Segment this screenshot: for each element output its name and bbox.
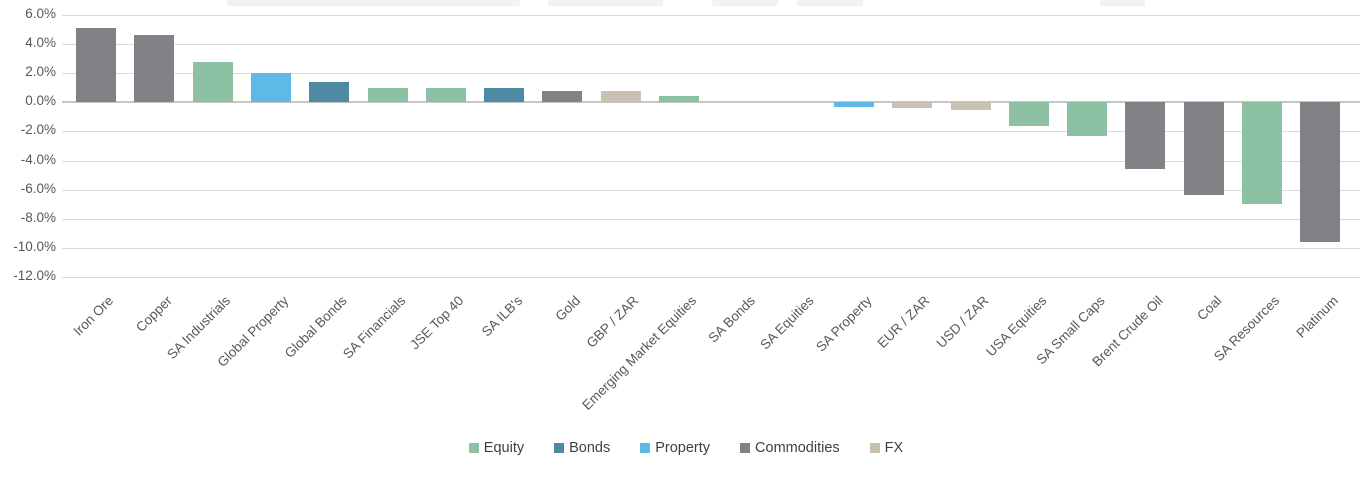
cropped-toolbar-chip [797, 0, 863, 6]
legend-item-commodities[interactable]: Commodities [740, 440, 840, 456]
bar-iron-ore[interactable] [76, 28, 116, 103]
gridline [62, 218, 1360, 220]
gridline [62, 131, 1360, 133]
y-axis-tick-label: 2.0% [25, 64, 56, 80]
legend-marker-property [640, 443, 651, 453]
bar-jse-top-40[interactable] [425, 87, 466, 103]
gridline [62, 15, 1360, 16]
cropped-toolbar-chip [227, 0, 520, 6]
bar-sa-property[interactable] [833, 102, 874, 107]
bar-sa-resources[interactable] [1242, 102, 1282, 205]
x-axis-zero-line [62, 101, 1360, 104]
x-axis-label: SA ILB's [478, 293, 525, 340]
x-axis-label: SA Equities [756, 293, 817, 353]
bar-gbp-zar[interactable] [600, 90, 641, 103]
bar-coal[interactable] [1183, 102, 1224, 196]
gridline [62, 247, 1360, 249]
y-axis-tick-label: -10.0% [13, 238, 56, 254]
bar-global-property[interactable] [250, 73, 291, 103]
chart-legend: Equity Bonds Property Commodities FX [0, 440, 1372, 456]
bar-copper[interactable] [134, 35, 175, 103]
x-axis-label: GBP / ZAR [583, 293, 642, 351]
x-axis-label: Coal [1194, 293, 1225, 324]
bar-sa-financials[interactable] [367, 87, 408, 103]
gridline [62, 189, 1360, 191]
legend-marker-commodities [740, 443, 751, 453]
legend-label: Bonds [569, 440, 611, 456]
legend-marker-bonds [554, 443, 565, 453]
bar-brent-crude-oil[interactable] [1125, 102, 1166, 170]
cropped-toolbar-chip [712, 0, 778, 6]
y-axis-tick-label: 0.0% [25, 93, 56, 109]
x-axis-label: Emerging Market Equities [579, 293, 700, 413]
y-axis-tick-label: -6.0% [20, 180, 56, 196]
x-axis-label: Gold [552, 293, 584, 324]
y-axis-tick-label: -8.0% [20, 209, 56, 225]
legend-label: Property [655, 440, 711, 456]
legend-marker-equity [468, 443, 479, 453]
legend-item-fx[interactable]: FX [869, 440, 904, 456]
legend-label: Commodities [755, 440, 840, 456]
x-axis-label: EUR / ZAR [874, 293, 933, 351]
x-axis-label: Copper [133, 293, 175, 335]
gridline [62, 277, 1360, 278]
bar-usd-zar[interactable] [950, 102, 991, 110]
legend-item-equity[interactable]: Equity [468, 440, 525, 456]
legend-item-property[interactable]: Property [640, 440, 710, 456]
y-axis-tick-label: 6.0% [25, 6, 56, 21]
legend-label: Equity [483, 440, 525, 456]
x-axis-label: JSE Top 40 [407, 293, 467, 353]
bar-eur-zar[interactable] [892, 102, 933, 109]
bar-usa-equities[interactable] [1008, 102, 1049, 126]
x-axis-label: SA Property [812, 293, 875, 355]
x-axis-label: SA Bonds [705, 293, 758, 346]
x-axis-label: USD / ZAR [933, 293, 992, 351]
y-axis-tick-label: 4.0% [25, 35, 56, 51]
y-axis-tick-label: -12.0% [13, 268, 56, 283]
y-axis-tick-label: -4.0% [20, 151, 56, 167]
cropped-toolbar-chip [1100, 0, 1145, 6]
x-axis-label: Platinum [1293, 293, 1341, 341]
bar-platinum[interactable] [1300, 102, 1341, 243]
bar-global-bonds[interactable] [309, 81, 350, 103]
gridline [62, 73, 1360, 75]
cropped-toolbar-chip [548, 0, 663, 6]
legend-item-bonds[interactable]: Bonds [554, 440, 610, 456]
bar-emerging-market-equities[interactable] [659, 95, 699, 103]
bar-sa-ilb-s[interactable] [484, 87, 525, 103]
bar-sa-small-caps[interactable] [1067, 102, 1108, 136]
legend-marker-fx [869, 443, 880, 453]
bar-gold[interactable] [542, 90, 583, 103]
legend-label: FX [884, 440, 904, 456]
gridline [62, 160, 1360, 162]
gridline [62, 44, 1360, 46]
bar-sa-industrials[interactable] [192, 61, 233, 103]
x-axis-label: Iron Ore [70, 293, 117, 339]
y-axis-tick-label: -2.0% [20, 122, 56, 138]
